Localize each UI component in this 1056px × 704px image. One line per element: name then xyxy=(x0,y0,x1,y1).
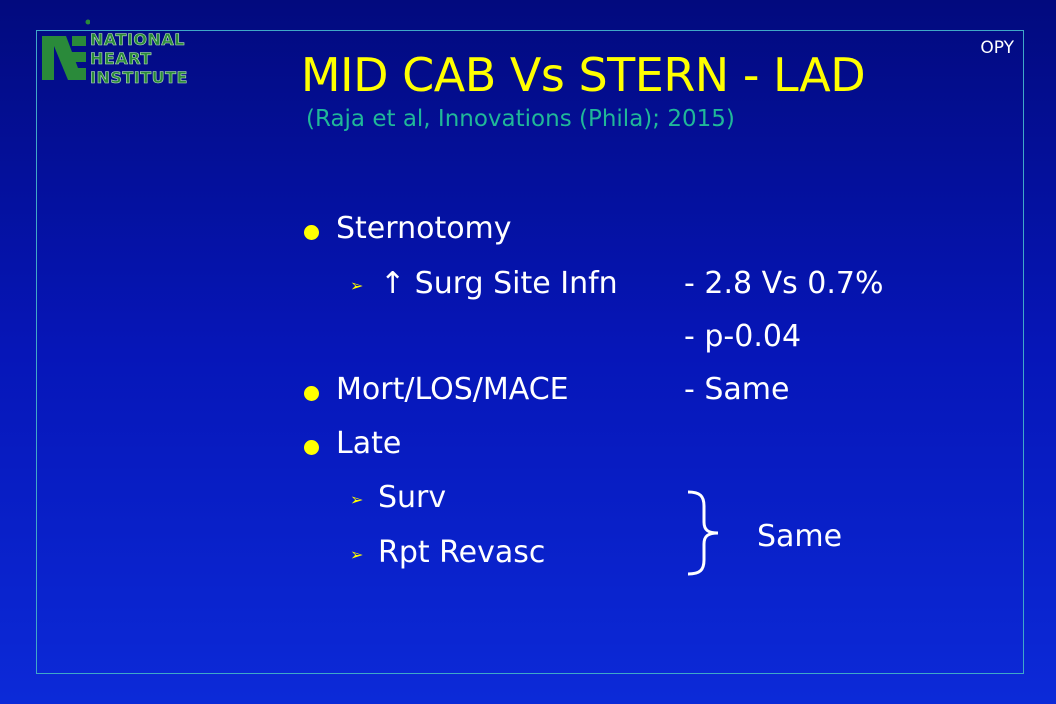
slide-subtitle: (Raja et al, Innovations (Phila); 2015) xyxy=(306,106,735,132)
logo-mark-icon xyxy=(42,19,90,80)
bullet-sternotomy: Sternotomy xyxy=(336,211,512,246)
sub-item-surv: Surv xyxy=(378,480,447,515)
arrowhead-bullet-icon: ➢ xyxy=(350,490,364,509)
bullet-dot-icon xyxy=(304,440,319,455)
arrowhead-bullet-icon: ➢ xyxy=(350,276,364,295)
national-heart-institute-logo: NATIONAL HEART INSTITUTE xyxy=(40,18,200,88)
sub-item-rpt-revasc: Rpt Revasc xyxy=(378,535,546,570)
arrowhead-bullet-icon: ➢ xyxy=(350,545,364,564)
sub-item-surg-site-infn: ↑ Surg Site Infn xyxy=(380,266,618,301)
value-mort-los-mace: - Same xyxy=(684,372,790,407)
corner-label: OPY xyxy=(980,38,1014,58)
bullet-dot-icon xyxy=(304,225,319,240)
bullet-late: Late xyxy=(336,426,402,461)
logo-line-2: HEART xyxy=(90,49,152,69)
logo-line-1: NATIONAL xyxy=(90,30,185,50)
slide-frame xyxy=(36,30,1024,674)
bullet-mort-los-mace: Mort/LOS/MACE xyxy=(336,372,569,407)
slide-title: MID CAB Vs STERN - LAD xyxy=(300,48,866,102)
brace-label: Same xyxy=(757,519,843,554)
bullet-dot-icon xyxy=(304,386,319,401)
value-surg-site-infn: - 2.8 Vs 0.7% xyxy=(684,266,884,301)
right-brace-icon xyxy=(687,490,719,576)
value-p-value: - p-0.04 xyxy=(684,319,802,354)
logo-line-3: INSTITUTE xyxy=(90,68,188,88)
